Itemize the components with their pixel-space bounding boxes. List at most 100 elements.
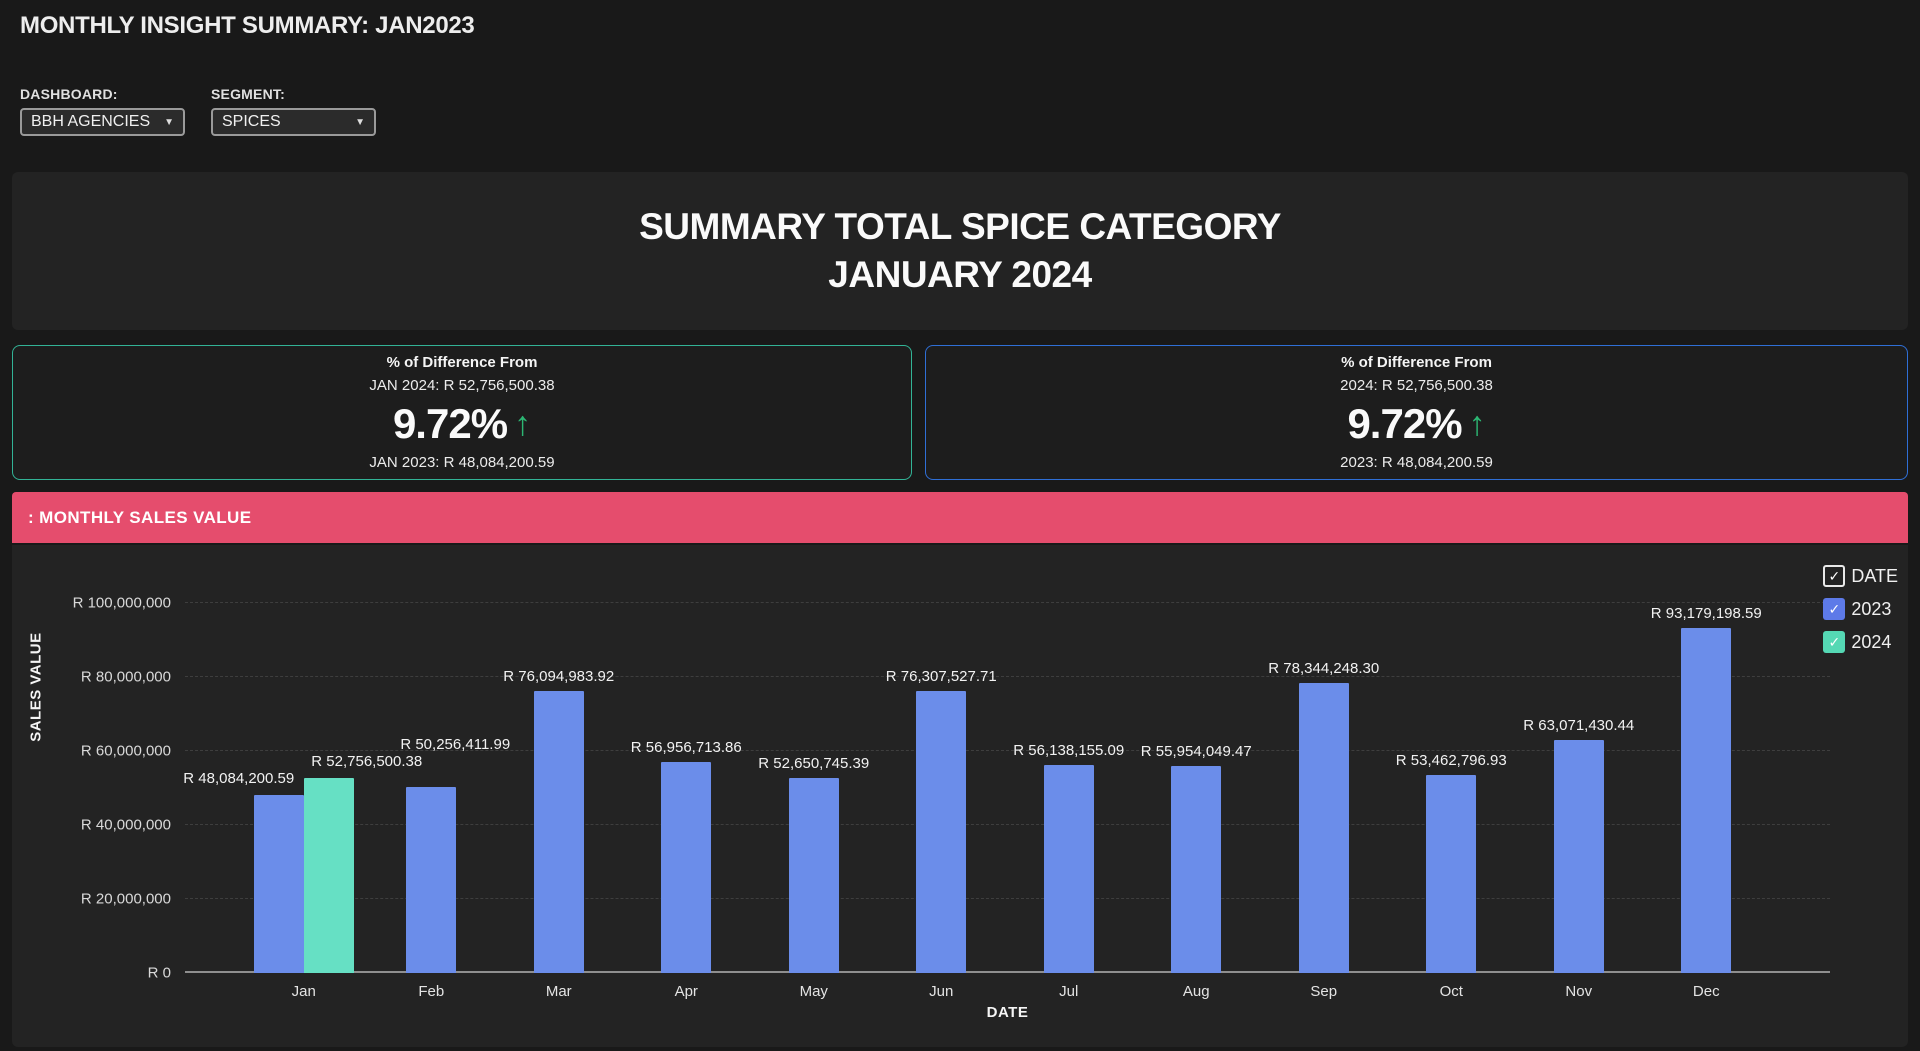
- kpi-card-previous-value: JAN 2023: R 48,084,200.59: [369, 454, 555, 471]
- gridline: [185, 602, 1830, 603]
- x-tick-label-nov: Nov: [1565, 983, 1593, 1000]
- kpi-percent-value: 9.72%: [1347, 400, 1462, 447]
- bar-sep-2023[interactable]: [1298, 683, 1349, 973]
- y-axis-title: SALES VALUE: [27, 632, 45, 742]
- arrow-up-icon: ↑: [1468, 404, 1486, 443]
- kpi-cards-row: % of Difference From JAN 2024: R 52,756,…: [12, 345, 1908, 480]
- bar-group-dec: R 93,179,198.59: [1651, 603, 1762, 973]
- kpi-card-jan-comparison: % of Difference From JAN 2024: R 52,756,…: [12, 345, 912, 480]
- x-tick-label-may: May: [799, 983, 828, 1000]
- bar-group-nov: R 63,071,430.44: [1523, 603, 1634, 973]
- bar-value-label: R 63,071,430.44: [1523, 716, 1635, 734]
- bar-oct-2023[interactable]: [1426, 775, 1477, 973]
- bar-value-label: R 52,756,500.38: [311, 752, 423, 770]
- x-tick-label-dec: Dec: [1692, 983, 1720, 1000]
- bar-group-jul: R 56,138,155.09: [1013, 603, 1124, 973]
- bar-value-label: R 48,084,200.59: [183, 770, 295, 788]
- bar-dec-2023[interactable]: [1681, 628, 1732, 973]
- kpi-percent-row: 9.72% ↑: [393, 400, 531, 448]
- x-tick-label-jan: Jan: [291, 983, 316, 1000]
- x-tick-label-jul: Jul: [1059, 983, 1079, 1000]
- bar-jul-2023[interactable]: [1043, 765, 1094, 973]
- kpi-card-previous-value: 2023: R 48,084,200.59: [1340, 454, 1493, 471]
- x-tick-label-jun: Jun: [929, 983, 954, 1000]
- checkbox-checked-icon[interactable]: ✓: [1823, 631, 1846, 653]
- bar-group-may: R 52,650,745.39: [758, 603, 869, 973]
- section-banner: : MONTHLY SALES VALUE: [12, 492, 1908, 543]
- bar-apr-2023[interactable]: [661, 762, 712, 973]
- page-title: MONTHLY INSIGHT SUMMARY: JAN2023: [20, 12, 475, 39]
- y-tick-label: R 40,000,000: [80, 816, 171, 834]
- segment-filter-group: SEGMENT: SPICES ▼: [211, 86, 376, 136]
- bar-value-label: R 93,179,198.59: [1650, 605, 1762, 623]
- y-tick-label: R 60,000,000: [80, 742, 171, 760]
- arrow-up-icon: ↑: [514, 404, 532, 443]
- dashboard-filter-group: DASHBOARD: BBH AGENCIES ▼: [20, 86, 185, 136]
- summary-title-line1: SUMMARY TOTAL SPICE CATEGORY: [639, 206, 1281, 247]
- chevron-down-icon: ▼: [164, 116, 174, 128]
- legend-item-date[interactable]: ✓ DATE: [1823, 565, 1898, 587]
- segment-select-value: SPICES: [222, 113, 281, 130]
- gridline: [185, 676, 1830, 677]
- bar-group-sep: R 78,344,248.30: [1268, 603, 1379, 973]
- y-tick-label: R 20,000,000: [80, 890, 171, 908]
- bar-group-apr: R 56,956,713.86: [631, 603, 742, 973]
- kpi-card-heading: % of Difference From: [386, 354, 538, 371]
- bar-aug-2023[interactable]: [1171, 765, 1222, 973]
- dashboard-select-value: BBH AGENCIES: [31, 113, 151, 130]
- bar-value-label: R 76,094,983.92: [503, 668, 615, 686]
- x-axis-title: DATE: [986, 1004, 1029, 1021]
- x-tick-label-sep: Sep: [1310, 983, 1338, 1000]
- legend-label: 2023: [1851, 598, 1892, 619]
- dashboard-label: DASHBOARD:: [20, 86, 118, 102]
- section-banner-label: : MONTHLY SALES VALUE: [28, 507, 252, 527]
- legend-label: 2024: [1851, 631, 1892, 652]
- checkbox-checked-icon[interactable]: ✓: [1823, 565, 1846, 587]
- bar-value-label: R 56,138,155.09: [1013, 742, 1125, 760]
- plot-area: R 0 R 20,000,000 R 40,000,000 R 60,000,000 R…: [73, 595, 1830, 1000]
- chart-legend: ✓ DATE ✓ 2023 ✓ 2024: [1823, 565, 1898, 653]
- summary-title-line2: JANUARY 2024: [828, 254, 1092, 295]
- gridline: [185, 824, 1830, 825]
- bar-value-label: R 78,344,248.30: [1268, 660, 1380, 678]
- x-tick-label-feb: Feb: [418, 983, 445, 1000]
- bar-mar-2023[interactable]: [533, 691, 584, 973]
- bar-value-label: R 55,954,049.47: [1140, 742, 1252, 760]
- bar-group-jun: R 76,307,527.71: [886, 603, 997, 973]
- bar-group-jan: R 48,084,200.59 R 52,756,500.38: [183, 603, 422, 973]
- x-tick-label-oct: Oct: [1439, 983, 1463, 1000]
- bar-value-label: R 53,462,796.93: [1395, 752, 1507, 770]
- bar-may-2023[interactable]: [788, 778, 839, 973]
- x-tick-label-aug: Aug: [1182, 983, 1210, 1000]
- segment-label: SEGMENT:: [211, 86, 285, 102]
- x-tick-label-apr: Apr: [674, 983, 698, 1000]
- filter-bar: DASHBOARD: BBH AGENCIES ▼ SEGMENT: SPICE…: [20, 86, 1900, 136]
- checkbox-checked-icon[interactable]: ✓: [1823, 598, 1846, 620]
- legend-item-2023[interactable]: ✓ 2023: [1823, 598, 1898, 620]
- segment-select[interactable]: SPICES ▼: [211, 108, 376, 136]
- bar-jan-2024[interactable]: [303, 777, 354, 973]
- kpi-card-year-comparison: % of Difference From 2024: R 52,756,500.…: [925, 345, 1908, 480]
- y-tick-label: R 80,000,000: [80, 668, 171, 686]
- y-tick-label: R 0: [147, 964, 171, 982]
- bar-jun-2023[interactable]: [916, 690, 967, 973]
- kpi-card-heading: % of Difference From: [1341, 354, 1492, 371]
- chevron-down-icon: ▼: [355, 116, 365, 128]
- bar-group-feb: R 50,256,411.99: [400, 603, 510, 973]
- kpi-percent-value: 9.72%: [392, 400, 508, 447]
- bars-region: R 48,084,200.59 R 52,756,500.38 Jan R 50,25…: [183, 603, 1770, 1000]
- dashboard-select[interactable]: BBH AGENCIES ▼: [20, 108, 185, 136]
- bar-feb-2023[interactable]: [406, 787, 457, 973]
- bar-group-aug: R 55,954,049.47: [1141, 603, 1252, 973]
- gridline: [185, 750, 1830, 751]
- bar-value-label: R 76,307,527.71: [885, 667, 997, 685]
- bar-value-label: R 52,650,745.39: [758, 755, 870, 773]
- legend-label: DATE: [1851, 565, 1898, 586]
- bar-jan-2023[interactable]: [253, 795, 304, 973]
- legend-item-2024[interactable]: ✓ 2024: [1823, 631, 1898, 653]
- bar-group-oct: R 53,462,796.93: [1396, 603, 1507, 973]
- bar-nov-2023[interactable]: [1553, 739, 1604, 973]
- y-tick-label: R 100,000,000: [72, 594, 171, 612]
